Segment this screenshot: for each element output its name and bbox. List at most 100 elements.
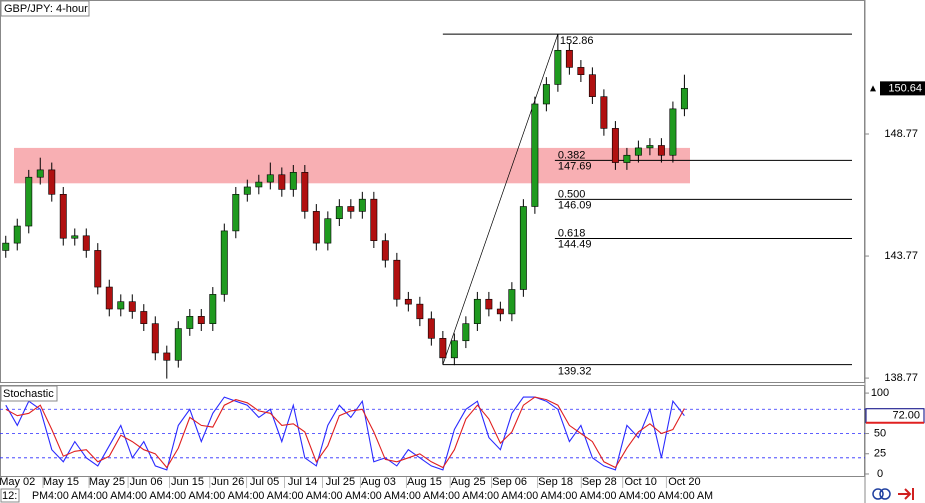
candle-body <box>462 323 470 342</box>
candle-body <box>324 218 332 244</box>
fib-ratio: 0.618 <box>558 227 586 239</box>
candle-body <box>358 198 366 212</box>
candle-body <box>105 286 113 310</box>
resistance-zone <box>14 147 690 184</box>
candle-body <box>680 88 688 110</box>
candle-body <box>289 172 297 190</box>
candle-body <box>519 206 527 290</box>
link-icon[interactable] <box>872 488 884 500</box>
x-tick-label: Sep 18 <box>538 476 573 488</box>
candle-body <box>82 235 90 251</box>
candle-body <box>48 169 56 195</box>
time-label: 12: <box>2 490 17 502</box>
candle-body <box>232 193 240 232</box>
stoch-tick-label: 50 <box>874 427 886 439</box>
title-box <box>0 0 90 17</box>
candle-body <box>278 174 286 190</box>
candle-body <box>473 298 481 324</box>
fib-price: 146.09 <box>558 199 592 211</box>
x-tick-label: Oct 20 <box>668 476 700 488</box>
link-icon-2[interactable] <box>879 488 891 500</box>
y-tick-label: 148.77 <box>884 128 918 140</box>
price-marker <box>870 85 876 92</box>
candle-body <box>128 301 136 312</box>
candle-body <box>370 198 378 241</box>
candle-body <box>565 49 573 68</box>
stoch-tick-label: 0 <box>877 468 883 480</box>
candle-body <box>335 206 343 220</box>
candle-body <box>577 67 585 75</box>
fib-ratio: 0.382 <box>558 149 586 161</box>
candle-body <box>2 242 10 251</box>
y-tick-label: 138.77 <box>884 372 918 384</box>
candle-body <box>209 294 217 324</box>
time-box <box>0 488 20 503</box>
candle-body <box>151 323 159 354</box>
swing-high-label: 152.86 <box>560 35 594 47</box>
candle-body <box>485 298 493 310</box>
candle-body <box>197 316 205 324</box>
candle-body <box>312 211 320 244</box>
x-tick-label: Jul 14 <box>288 476 317 488</box>
candle-body <box>174 328 182 361</box>
candle-body <box>554 49 562 85</box>
x-tick-label: May 25 <box>89 476 125 488</box>
candle-body <box>657 145 665 156</box>
fib-price: 144.49 <box>558 238 592 250</box>
icons <box>872 488 914 500</box>
x-tick-label: Jun 26 <box>211 476 244 488</box>
candle-body <box>140 311 148 324</box>
fib-price: 147.69 <box>558 160 592 172</box>
candle-body <box>71 235 79 239</box>
price-label: 150.64 <box>888 82 922 94</box>
candle-body <box>347 206 355 212</box>
candle-body <box>117 301 125 310</box>
stoch-tick-label: 100 <box>871 387 889 399</box>
candle-body <box>531 103 539 207</box>
x-tick-label: Jul 25 <box>326 476 355 488</box>
candle-body <box>255 181 263 188</box>
x-tick-label: May 15 <box>43 476 79 488</box>
candle-body <box>600 96 608 129</box>
candle-body <box>301 172 309 212</box>
time-row: PM4:00 AM4:00 AM4:00 AM4:00 AM4:00 AM4:0… <box>32 490 713 502</box>
candle-body <box>36 169 44 178</box>
x-tick-label: May 02 <box>0 476 35 488</box>
swing-connector <box>442 34 559 365</box>
candle-body <box>59 193 67 239</box>
candle-body <box>416 303 424 320</box>
candle-body <box>508 289 516 315</box>
candle-body <box>542 84 550 105</box>
candle-body <box>94 250 102 288</box>
candle-body <box>404 298 412 305</box>
candle-body <box>220 230 228 295</box>
chart-title: GBP/JPY: 4-hour <box>4 3 88 15</box>
candle-body <box>243 186 251 195</box>
x-tick-label: Aug 15 <box>407 476 442 488</box>
candle-body <box>611 128 619 163</box>
candle-body <box>646 145 654 149</box>
fib-ratio: 0.500 <box>558 188 586 200</box>
x-tick-label: Sep 28 <box>582 476 617 488</box>
stoch-title-box <box>0 385 58 402</box>
stoch-value-label: 72.00 <box>892 410 920 422</box>
candle-body <box>588 74 596 97</box>
x-tick-label: Aug 03 <box>361 476 396 488</box>
x-tick-label: Aug 25 <box>451 476 486 488</box>
candle-body <box>266 174 274 183</box>
candle-body <box>381 240 389 261</box>
y-tick-label: 143.77 <box>884 250 918 262</box>
x-tick-label: Sep 06 <box>492 476 527 488</box>
stoch-line <box>5 396 685 471</box>
x-tick-label: Jun 06 <box>130 476 163 488</box>
stoch-line <box>5 396 685 469</box>
arrow-icon[interactable] <box>898 488 914 500</box>
candle-body <box>393 259 401 300</box>
candle-body <box>439 338 447 359</box>
candle-body <box>496 308 504 315</box>
candle-body <box>427 318 435 339</box>
stoch-tick-label: 25 <box>874 448 886 460</box>
